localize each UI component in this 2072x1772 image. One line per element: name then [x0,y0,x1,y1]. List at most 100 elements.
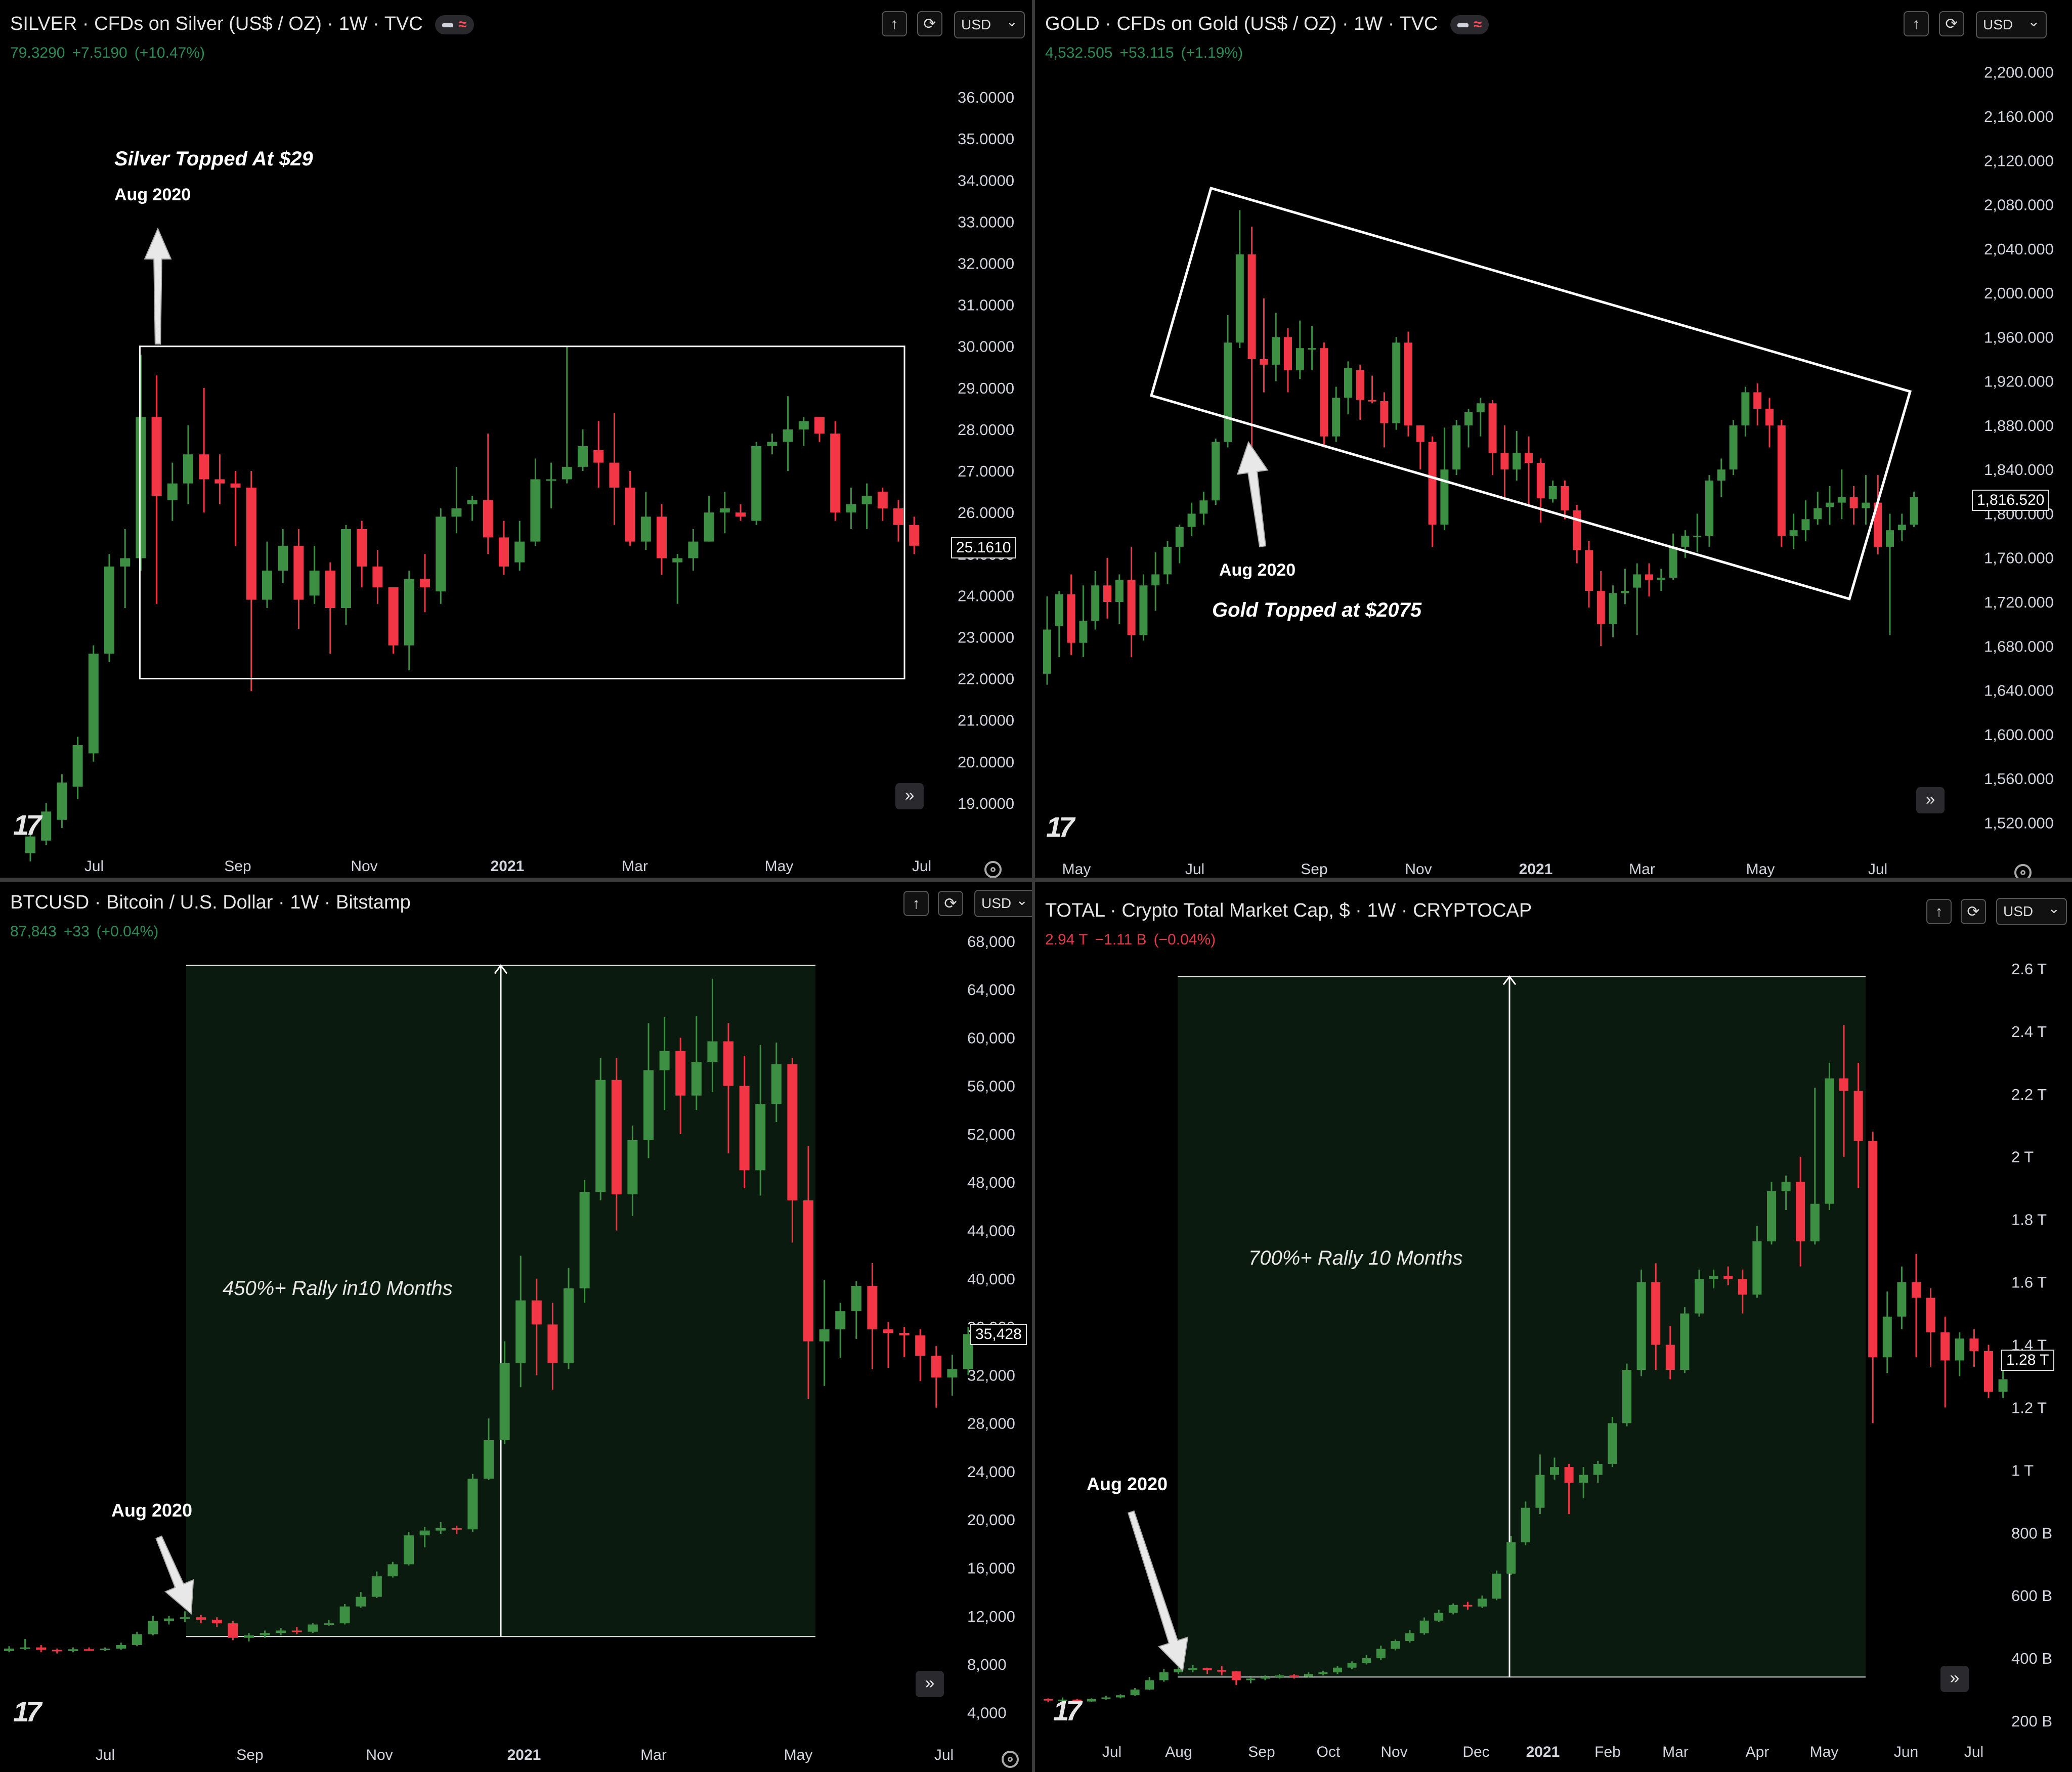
candle-body [151,417,162,496]
candle-body [211,1619,222,1624]
candle-body [4,1649,14,1651]
gold-pane[interactable]: GOLD · CFDs on Gold (US$ / OZ) · 1W · TV… [1035,0,2072,878]
candle-body [1247,254,1256,359]
pane-divider-horizontal[interactable] [0,878,2072,882]
total-pane[interactable]: TOTAL · Crypto Total Market Cap, $ · 1W … [1035,882,2072,1772]
candle-body [356,1596,366,1607]
y-tick-label: 2.2 T [2011,1086,2047,1103]
refresh-icon[interactable]: ⟳ [1961,899,1986,924]
price-change: +33 [63,923,90,940]
currency-select[interactable]: USD [974,888,1032,917]
candle-body [1723,1276,1733,1279]
minus-icon [442,23,454,28]
candle-body [1535,1475,1545,1508]
candle-body [20,1647,30,1649]
tradingview-logo-icon: 17 [1053,1695,1082,1726]
currency-label: USD [1983,17,2013,32]
arrow-up-icon[interactable]: ↑ [882,11,907,36]
y-tick-label: 56,000 [967,1077,1015,1095]
y-tick-label: 26.0000 [958,504,1014,522]
candle-body [1159,1672,1169,1680]
candle-body [1488,403,1497,453]
candle-body [1434,1613,1444,1621]
btc-chart[interactable]: 4,000 8,000 12,000 16,000 20,000 24,000 28,000… [0,882,1032,1772]
candle-body [36,1647,47,1650]
candle-body [1419,1620,1429,1633]
candle-body [1717,469,1725,481]
chart-title: TOTAL · Crypto Total Market Cap, $ · 1W … [1045,900,1532,922]
silver-pane[interactable]: SILVER · CFDs on Silver (US$ / OZ) · 1W … [0,0,1032,878]
candle-body [1404,342,1412,425]
double-chevron-right-icon[interactable]: » [916,1671,944,1697]
double-chevron-right-icon[interactable]: » [1916,787,1945,813]
candle-body [755,1104,766,1171]
indicator-toggle[interactable]: ≈ [1450,15,1489,34]
candle-body [1463,1605,1473,1607]
currency-label: USD [981,895,1012,911]
candle-body [228,1623,238,1638]
x-tick-label: Jul [1868,861,1887,878]
candle-body [1103,585,1111,602]
candle-body [136,417,146,558]
candle-body [861,496,872,504]
arrow-up-icon[interactable]: ↑ [1926,899,1952,924]
candle-body [1296,348,1304,370]
y-tick-label: 28,000 [967,1415,1015,1433]
refresh-icon[interactable]: ⟳ [938,891,963,916]
settings-gear-icon[interactable] [2014,864,2032,878]
candle-body [547,1324,558,1363]
x-tick-label: Sep [224,858,251,875]
y-tick-label: 2,120.000 [1984,152,2054,169]
rally-zone [1178,976,1866,1677]
currency-select[interactable]: USD [1976,9,2047,38]
candle-body [1175,527,1184,547]
refresh-icon[interactable]: ⟳ [917,11,942,36]
arrow-up-icon[interactable]: ↑ [903,891,929,916]
y-tick-label: 29.0000 [958,379,1014,397]
candle-body [546,479,556,481]
currency-select[interactable]: USD [1996,896,2067,925]
candle-body [1849,497,1858,508]
y-tick-label: 44,000 [967,1222,1015,1240]
tradingview-logo-icon: 17 [13,1696,41,1727]
refresh-icon[interactable]: ⟳ [1939,11,1964,36]
y-tick-label: 28.0000 [958,421,1014,439]
candle-body [214,479,225,484]
y-tick-label: 35.0000 [958,130,1014,148]
double-chevron-right-icon[interactable]: » [895,783,924,809]
candle-body [1814,508,1822,520]
candle-body [1693,536,1702,538]
annotation-title: Gold Topped at $2075 [1212,599,1422,621]
x-tick-label: Jul [1185,861,1204,878]
candle-body [1825,1078,1834,1204]
gold-chart[interactable]: 1,520.000 1,560.000 1,600.000 1,640.000 1,68… [1035,0,2072,878]
candle-body [293,545,304,600]
settings-gear-icon[interactable] [984,861,1002,878]
candle-body [609,462,620,488]
settings-gear-icon[interactable] [1002,1751,1019,1768]
indicator-toggle[interactable]: ≈ [435,15,474,34]
candle-body [1079,621,1088,643]
candle-body [562,466,572,480]
silver-chart[interactable]: 19.0000 20.0000 21.0000 22.0000 23.0000 24.00… [0,0,1032,878]
chart-title: GOLD · CFDs on Gold (US$ / OZ) · 1W · TV… [1045,13,1489,35]
btc-pane[interactable]: BTCUSD · Bitcoin / U.S. Dollar · 1W · Bi… [0,882,1032,1772]
arrow-up-icon[interactable]: ↑ [1904,11,1929,36]
double-chevron-right-icon[interactable]: » [1940,1666,1969,1692]
annotation-date: Aug 2020 [1087,1474,1168,1494]
currency-select[interactable]: USD [954,9,1025,38]
candle-body [84,1649,94,1651]
candle-body [1753,392,1762,409]
candle-body [1681,536,1690,547]
pane-divider-vertical[interactable] [1032,0,1035,1772]
candle-body [1573,510,1581,550]
candle-body [1275,1675,1284,1677]
candle-body [1969,1338,1979,1351]
y-tick-label: 1 T [2011,1461,2034,1479]
candle-body [1405,1633,1414,1641]
x-tick-label: May [1810,1744,1839,1760]
candle-body [1212,442,1220,501]
candle-body [1130,1690,1140,1696]
candle-body [1826,502,1834,507]
